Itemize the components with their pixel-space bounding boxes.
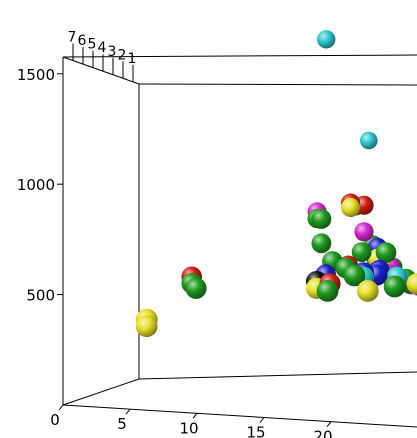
z-tick-label: 2 (118, 47, 127, 63)
data-point-green (185, 277, 207, 299)
x-tick-mark (259, 417, 265, 423)
data-point-green (316, 280, 339, 302)
z-tick-label: 5 (88, 37, 97, 53)
floor-left-depth-edge (62, 378, 140, 406)
top-left-depth-edge (62, 56, 140, 85)
x-tick-label: 0 (50, 411, 60, 429)
x-tick-mark (58, 404, 64, 411)
z-tick-label: 4 (98, 40, 107, 56)
data-point-cyan (317, 30, 336, 49)
floor-front-edge (62, 404, 417, 428)
x-tick-label: 20 (313, 428, 332, 438)
data-point-yellow (135, 315, 158, 338)
data-point-cyan (360, 131, 378, 150)
data-point-green (351, 242, 372, 262)
y-tick-label: 1000 (17, 176, 55, 194)
z-tick-label: 7 (68, 30, 77, 46)
top-back-edge (138, 83, 417, 86)
x-tick-mark (192, 413, 198, 419)
z-tick-label: 6 (78, 33, 87, 49)
data-point-yellow (356, 280, 379, 302)
z-tick-label: 3 (108, 44, 117, 60)
x-tick-mark (326, 421, 332, 427)
data-point-magenta (354, 222, 374, 242)
x-tick-label: 15 (246, 424, 265, 438)
data-point-green (311, 209, 332, 229)
data-points (135, 30, 417, 338)
data-point-green (311, 233, 332, 254)
data-point-yellow (406, 273, 417, 295)
x-tick-label: 5 (117, 415, 127, 433)
data-point-green (375, 242, 397, 263)
floor-back-edge (138, 371, 417, 380)
x-tick-mark (125, 408, 131, 415)
data-point-green (383, 275, 406, 298)
y-tick-label: 500 (26, 287, 55, 305)
x-tick-label: 10 (179, 419, 198, 437)
y-tick-label: 1500 (17, 66, 55, 84)
data-point-green (343, 264, 366, 287)
data-point-yellow (341, 197, 361, 218)
z-tick-label: 1 (128, 51, 137, 67)
top-front-edge (62, 54, 417, 58)
